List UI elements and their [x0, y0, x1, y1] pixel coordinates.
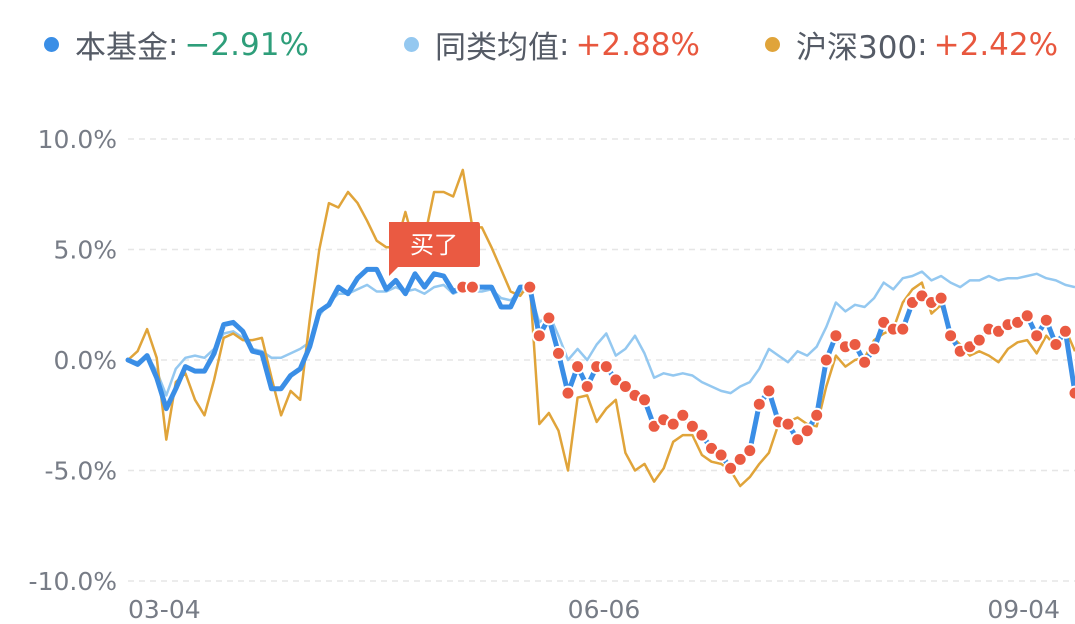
- x-tick-label: 03-04: [128, 595, 201, 624]
- holding-marker: [531, 328, 547, 344]
- holding-marker: [637, 392, 652, 408]
- chart-legend: 本基金 : −2.91% 同类均值 : +2.88% 沪深300 : +2.42…: [0, 22, 1075, 68]
- holding-marker: [579, 379, 595, 394]
- series-line-hs300: [127, 168, 1075, 488]
- buy-tag-bubble: [389, 222, 480, 276]
- holding-marker: [790, 432, 806, 448]
- legend-item-category-avg[interactable]: 同类均值 : +2.88%: [404, 22, 700, 67]
- holding-marker: [684, 418, 700, 434]
- holding-marker: [665, 416, 681, 432]
- holding-marker: [818, 352, 834, 368]
- series-line-category-avg: [127, 270, 1075, 397]
- holding-marker: [847, 337, 863, 352]
- x-tick-label: 06-06: [568, 595, 641, 624]
- legend-value-hs300: +2.42%: [933, 26, 1059, 63]
- holding-marker: [617, 379, 633, 394]
- legend-label-category-avg: 同类均值: [435, 30, 559, 66]
- legend-colon-category-avg: :: [559, 26, 570, 63]
- y-tick-label: 0.0%: [53, 346, 117, 375]
- holding-marker: [723, 460, 739, 476]
- holding-marker: [1048, 337, 1064, 352]
- holding-marker: [933, 290, 949, 306]
- holding-marker: [694, 427, 710, 443]
- legend-dot-hs300: [765, 37, 780, 52]
- holding-marker: [1019, 308, 1035, 324]
- legend-value-fund: −2.91%: [184, 26, 309, 63]
- holding-marker: [675, 407, 691, 423]
- legend-dot-fund: [44, 37, 59, 52]
- holding-marker: [598, 359, 614, 375]
- holding-marker: [857, 354, 873, 370]
- legend-colon-hs300: :: [917, 26, 928, 63]
- holding-marker: [1057, 323, 1073, 339]
- legend-item-hs300[interactable]: 沪深300 : +2.42%: [765, 22, 1058, 67]
- y-tick-label: -10.0%: [29, 567, 117, 596]
- holding-marker: [780, 416, 796, 432]
- holding-marker: [732, 451, 748, 467]
- legend-value-category-avg: +2.88%: [575, 26, 700, 63]
- holding-marker: [943, 328, 959, 344]
- holding-marker: [560, 385, 576, 401]
- holding-marker: [751, 396, 767, 412]
- legend-item-fund[interactable]: 本基金 : −2.91%: [44, 22, 309, 67]
- holding-marker: [895, 321, 911, 337]
- y-tick-label: -5.0%: [44, 457, 117, 486]
- holding-marker: [464, 279, 480, 295]
- y-tick-label: 10.0%: [38, 125, 117, 154]
- holding-marker: [971, 332, 987, 348]
- legend-label-fund: 本基金: [75, 30, 168, 66]
- y-tick-label: 5.0%: [53, 236, 117, 265]
- holding-marker: [570, 359, 586, 375]
- legend-dot-category-avg: [404, 37, 419, 52]
- holding-marker: [809, 407, 825, 423]
- buy-tag-label: 买了: [410, 231, 458, 259]
- holding-marker: [828, 328, 844, 344]
- legend-label-hs300: 沪深300: [796, 30, 918, 66]
- holding-marker: [866, 341, 882, 357]
- holding-marker: [1038, 312, 1054, 328]
- holding-marker: [713, 447, 729, 463]
- holding-marker: [551, 345, 566, 361]
- holding-marker: [1029, 328, 1045, 344]
- holding-marker: [799, 423, 815, 439]
- holding-marker: [522, 279, 538, 295]
- holding-marker: [541, 310, 557, 326]
- holding-marker: [761, 383, 777, 399]
- x-tick-label: 09-04: [987, 595, 1060, 624]
- holding-marker: [742, 443, 758, 459]
- legend-colon-fund: :: [168, 26, 179, 63]
- holding-marker: [1067, 385, 1075, 401]
